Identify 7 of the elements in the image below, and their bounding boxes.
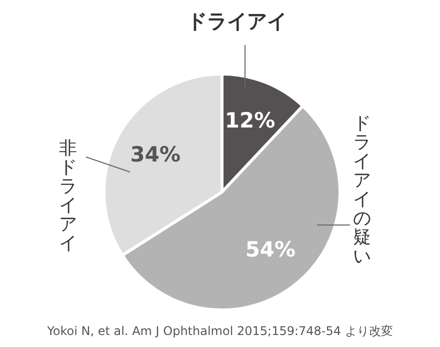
data-label: 54% xyxy=(245,238,296,262)
slice-label: ドライアイの疑い xyxy=(353,113,371,267)
text: Yokoi N, et al. Am J Ophthalmol 2015;159:748-54 より改変 xyxy=(46,324,393,338)
slice-label: 非ドライアイ xyxy=(59,138,77,254)
slice-label: ドライアイ xyxy=(187,9,287,33)
data-label: 34% xyxy=(130,142,181,166)
data-label: 12% xyxy=(224,108,276,132)
